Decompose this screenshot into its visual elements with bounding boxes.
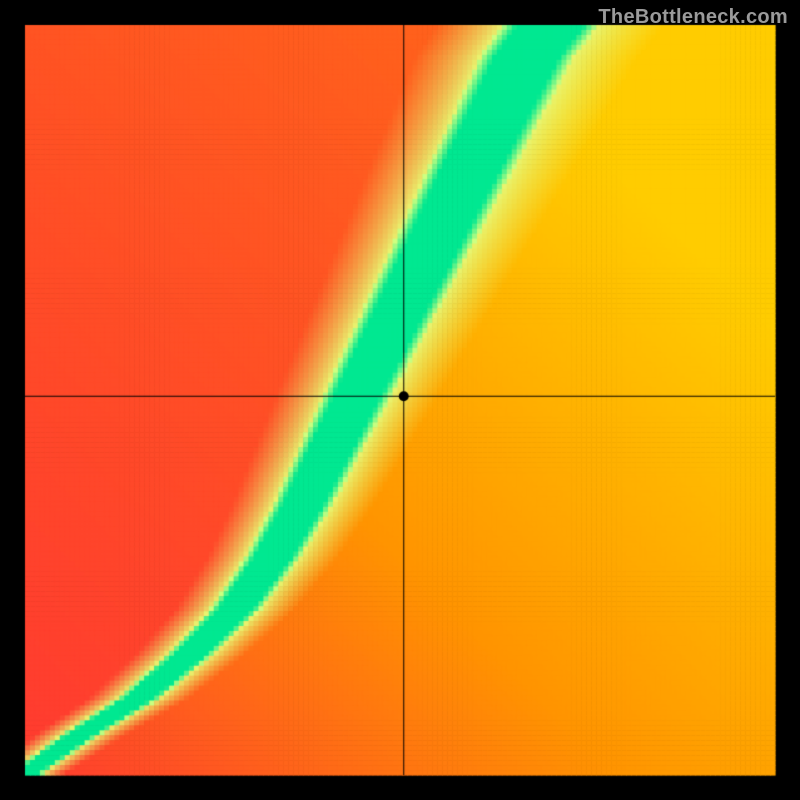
watermark-text: TheBottleneck.com: [598, 6, 788, 29]
chart-container: TheBottleneck.com: [0, 0, 800, 800]
heatmap-canvas: [0, 0, 800, 800]
